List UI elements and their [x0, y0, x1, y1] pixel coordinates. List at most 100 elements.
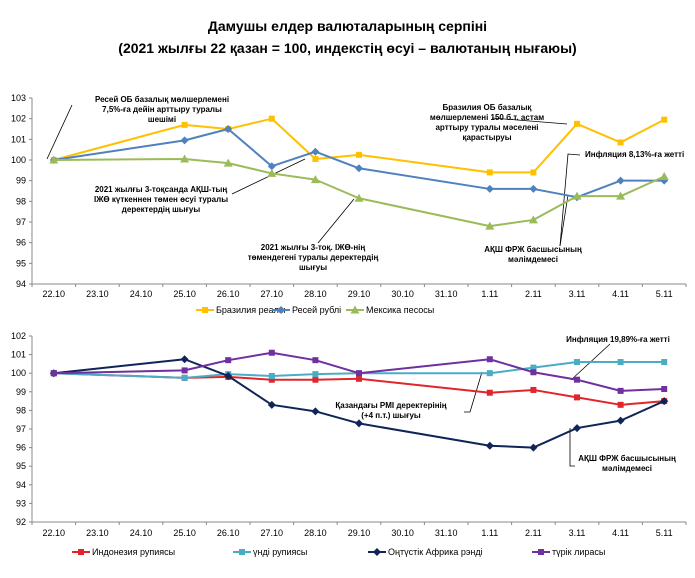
annotation-label: Қазандағы PMI деректерінің (+4 п.т.) шығу…	[335, 401, 446, 420]
x-tick-label: 2.11	[525, 528, 542, 538]
legend-label: Оңтүстік Африка рэнді	[388, 547, 483, 557]
x-tick-label: 30.10	[391, 528, 414, 538]
y-tick-label: 99	[16, 387, 26, 397]
data-point	[181, 121, 188, 128]
y-tick-label: 100	[11, 155, 26, 165]
y-tick-label: 97	[16, 424, 26, 434]
annotation-line: мөлшерлемені 150 б.т. астам	[430, 113, 544, 122]
data-point	[661, 116, 668, 123]
x-tick-label: 22.10	[43, 289, 66, 299]
data-point	[268, 115, 275, 122]
data-point	[181, 374, 188, 381]
annotation-label: Ресей ОБ базалық мөлшерлемені 7,5%-ға дей…	[95, 95, 229, 124]
data-point	[529, 443, 538, 452]
y-tick-label: 94	[16, 279, 26, 289]
annotation-label: АҚШ ФРЖ басшысының мәлімдемесі	[578, 454, 676, 473]
legend-item: Ресей рублі	[272, 305, 341, 315]
data-point	[574, 376, 580, 383]
legend-label: Ресей рублі	[292, 305, 341, 315]
annotation-line: шешімі	[148, 115, 176, 124]
annotation-line: арттыру туралы мәселені	[435, 123, 538, 132]
data-point	[312, 155, 319, 162]
annotation-line: Бразилия ОБ базалық	[443, 103, 532, 112]
legend-item: үнді рупиясы	[233, 547, 307, 557]
data-point	[50, 370, 57, 377]
data-point	[660, 397, 669, 406]
y-tick-label: 101	[11, 350, 26, 360]
y-tick-label: 93	[16, 498, 26, 508]
data-point	[485, 221, 495, 230]
data-point	[355, 419, 363, 428]
data-point	[573, 424, 581, 433]
data-point	[267, 400, 276, 409]
data-point	[486, 389, 493, 396]
y-tick-label: 94	[16, 480, 26, 490]
x-tick-label: 25.10	[173, 289, 196, 299]
x-tick-label: 5.11	[656, 528, 673, 538]
series-Мексика песосы	[49, 154, 669, 230]
data-point	[225, 357, 232, 364]
x-tick-label: 3.11	[569, 528, 586, 538]
x-tick-label: 31.10	[435, 289, 458, 299]
data-point	[267, 162, 276, 171]
chart-title-line-1: Дамушы елдер валюталарының серпіні	[207, 18, 488, 34]
legend-item: түрік лирасы	[532, 547, 605, 557]
data-point	[486, 356, 493, 363]
data-point	[616, 416, 625, 425]
annotation-line: (+4 п.т.) шығуы	[361, 411, 421, 420]
chart-1: 94 95 96 97 98 99 100 101 102 103 22.10 23.10 24.10 2…	[11, 93, 687, 315]
data-point	[617, 139, 624, 146]
x-tick-label: 26.10	[217, 528, 240, 538]
data-point	[574, 359, 580, 366]
data-point	[224, 125, 233, 133]
x-tick-label: 27.10	[261, 289, 284, 299]
annotation-line: 7,5%-ға дейін арттыру туралы	[102, 105, 222, 114]
annotation-leader-line	[464, 371, 483, 413]
data-point	[268, 349, 275, 356]
annotation-leader-line	[569, 428, 575, 467]
y-tick-label: 99	[16, 176, 26, 186]
legend-swatch-marker	[350, 305, 360, 314]
annotation-line: Инфляция 19,89%-ға жетті	[566, 335, 670, 344]
annotation-line: қарастыруы	[462, 133, 511, 142]
x-tick-label: 3.11	[569, 289, 586, 299]
chart-title-line-2: (2021 жылғы 22 қазан = 100, индекстің өс…	[118, 40, 577, 56]
x-tick-label: 24.10	[130, 528, 153, 538]
data-point	[530, 364, 537, 371]
data-point	[356, 375, 362, 382]
data-point	[180, 355, 189, 364]
annotation-leader-line	[46, 104, 73, 160]
data-point	[267, 168, 277, 177]
data-point	[180, 154, 190, 163]
annotation-line: 2021 жылғы 3-тоқ. ІЖӨ-нің	[261, 243, 366, 252]
y-tick-label: 98	[16, 196, 26, 206]
legend-item: Мексика песосы	[346, 305, 434, 315]
annotation-label: 2021 жылғы 3-тоқсанда АҚШ-тың ІЖӨ күткенн…	[94, 185, 228, 214]
annotation-line: Қазандағы PMI деректерінің	[335, 401, 446, 410]
data-point	[268, 372, 275, 379]
data-point	[311, 147, 320, 156]
legend-swatch-marker	[239, 549, 245, 555]
legend-label: Мексика песосы	[366, 305, 434, 315]
y-tick-label: 92	[16, 517, 26, 527]
annotation-line: төмендегені туралы деректердің	[248, 253, 379, 262]
annotation-leader-line	[559, 153, 581, 247]
y-tick-label: 98	[16, 405, 26, 415]
data-point	[311, 407, 320, 416]
legend-label: түрік лирасы	[552, 547, 605, 557]
x-tick-label: 23.10	[86, 289, 109, 299]
x-tick-label: 4.11	[612, 289, 629, 299]
x-tick-label: 29.10	[348, 528, 371, 538]
y-tick-label: 103	[11, 93, 26, 103]
data-point	[49, 155, 59, 164]
data-point	[181, 367, 188, 374]
x-tick-label: 28.10	[304, 289, 327, 299]
data-point	[312, 357, 319, 364]
x-tick-label: 27.10	[261, 528, 284, 538]
annotation-line: АҚШ ФРЖ басшысының	[484, 245, 582, 254]
data-point	[661, 359, 668, 366]
annotation-label: Инфляция 19,89%-ға жетті	[566, 335, 670, 344]
data-point	[617, 387, 624, 394]
data-point	[659, 172, 669, 181]
annotation-leader-line	[317, 198, 355, 244]
